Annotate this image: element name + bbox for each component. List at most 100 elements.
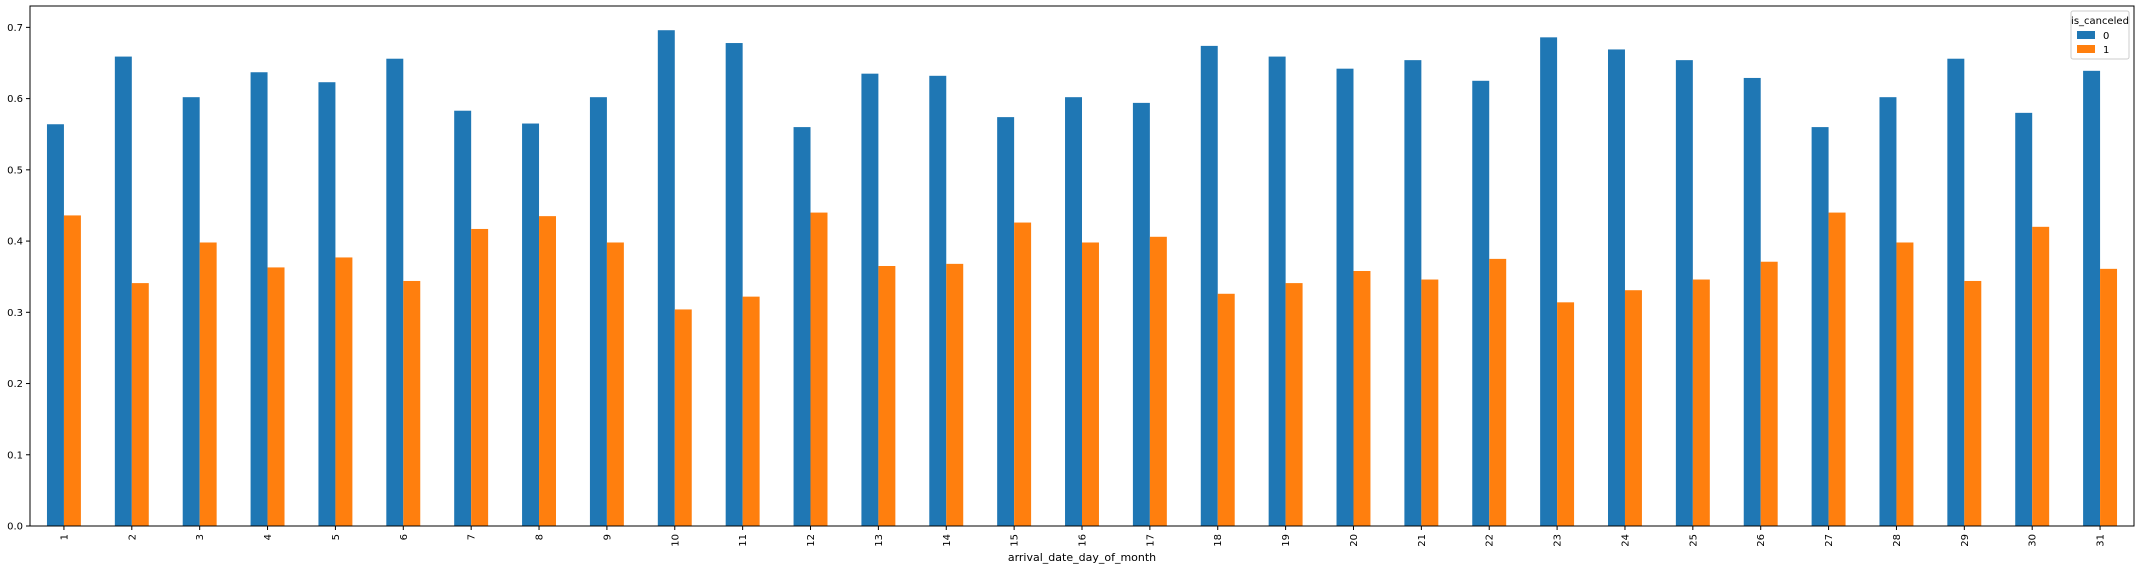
bar-day-20-canceled-1 bbox=[1353, 270, 1371, 526]
bar-day-30-canceled-0 bbox=[2015, 112, 2033, 526]
bar-day-2-canceled-1 bbox=[131, 283, 149, 526]
bar-day-27-canceled-0 bbox=[1811, 127, 1829, 526]
bar-day-6-canceled-1 bbox=[403, 280, 421, 526]
bar-day-1-canceled-1 bbox=[63, 215, 81, 527]
y-axis: 0.0 0.1 0.2 0.3 0.4 0.5 0.6 0.7 bbox=[7, 23, 30, 533]
bar-day-7-canceled-1 bbox=[471, 228, 489, 526]
x-tick-label: 4 bbox=[263, 534, 274, 540]
bar-day-4-canceled-1 bbox=[267, 267, 285, 526]
x-tick-label: 25 bbox=[1688, 534, 1699, 547]
bar-day-15-canceled-1 bbox=[1014, 222, 1032, 527]
bar-day-29-canceled-0 bbox=[1947, 58, 1965, 527]
bar-day-11-canceled-1 bbox=[742, 296, 760, 526]
bar-day-4-canceled-0 bbox=[250, 72, 268, 526]
bar-day-11-canceled-0 bbox=[725, 43, 743, 526]
bar-day-1-canceled-0 bbox=[46, 124, 64, 526]
x-tick-label: 15 bbox=[1010, 534, 1021, 547]
x-tick-label: 11 bbox=[738, 534, 749, 547]
bar-day-24-canceled-0 bbox=[1608, 49, 1625, 526]
x-tick-label: 7 bbox=[467, 534, 478, 540]
legend-title: is_canceled bbox=[2071, 16, 2129, 27]
x-tick-label: 1 bbox=[59, 534, 70, 540]
plot-frame bbox=[29, 5, 2135, 527]
bar-day-12-canceled-0 bbox=[793, 127, 811, 526]
bar-day-15-canceled-0 bbox=[997, 117, 1015, 527]
x-axis-label: arrival_date_day_of_month bbox=[1008, 551, 1156, 564]
bar-day-7-canceled-0 bbox=[454, 110, 472, 527]
bar-day-30-canceled-1 bbox=[2032, 226, 2050, 526]
x-tick-label: 13 bbox=[874, 534, 885, 547]
y-tick-label: 0.5 bbox=[7, 165, 23, 176]
legend-swatch-1 bbox=[2077, 45, 2095, 53]
bar-day-13-canceled-1 bbox=[878, 266, 896, 526]
bar-day-12-canceled-1 bbox=[810, 212, 828, 526]
bars-group bbox=[46, 30, 2118, 527]
bar-day-8-canceled-1 bbox=[539, 216, 556, 526]
bar-day-10-canceled-1 bbox=[674, 309, 692, 526]
bar-day-16-canceled-1 bbox=[1082, 242, 1099, 527]
x-tick-label: 27 bbox=[1824, 534, 1835, 547]
x-tick-label: 12 bbox=[806, 534, 817, 547]
y-tick-label: 0.3 bbox=[7, 308, 23, 319]
x-tick-label: 8 bbox=[535, 534, 546, 540]
bar-day-25-canceled-1 bbox=[1692, 279, 1710, 526]
x-tick-label: 19 bbox=[1281, 534, 1292, 547]
x-tick-label: 28 bbox=[1892, 534, 1903, 547]
x-tick-label: 22 bbox=[1485, 534, 1496, 547]
bar-day-29-canceled-1 bbox=[1964, 280, 1982, 526]
x-tick-label: 2 bbox=[127, 534, 138, 540]
bar-day-2-canceled-0 bbox=[114, 56, 132, 526]
y-tick-label: 0.4 bbox=[7, 237, 23, 248]
bar-day-23-canceled-1 bbox=[1557, 302, 1575, 526]
x-tick-label: 20 bbox=[1349, 534, 1360, 547]
y-tick-label: 0.1 bbox=[7, 450, 23, 461]
bar-day-21-canceled-0 bbox=[1404, 60, 1422, 526]
bar-day-14-canceled-0 bbox=[929, 75, 947, 526]
bar-day-16-canceled-0 bbox=[1065, 97, 1082, 527]
bar-day-19-canceled-0 bbox=[1268, 56, 1286, 526]
x-tick-label: 14 bbox=[942, 534, 953, 547]
x-tick-label: 23 bbox=[1553, 534, 1564, 547]
x-tick-label: 6 bbox=[399, 534, 410, 540]
bar-day-10-canceled-0 bbox=[657, 30, 675, 526]
bar-day-25-canceled-0 bbox=[1675, 60, 1693, 526]
bar-day-17-canceled-1 bbox=[1149, 236, 1167, 527]
bar-day-6-canceled-0 bbox=[386, 58, 404, 527]
bar-day-22-canceled-0 bbox=[1472, 80, 1490, 526]
y-tick-label: 0.0 bbox=[7, 522, 23, 533]
bar-day-22-canceled-1 bbox=[1489, 258, 1507, 526]
bar-day-5-canceled-0 bbox=[318, 82, 336, 526]
bar-day-26-canceled-0 bbox=[1743, 77, 1761, 526]
bar-day-19-canceled-1 bbox=[1285, 283, 1303, 526]
bar-day-27-canceled-1 bbox=[1828, 212, 1846, 526]
x-tick-label: 17 bbox=[1145, 534, 1156, 547]
bar-day-31-canceled-0 bbox=[2083, 70, 2101, 526]
bar-day-26-canceled-1 bbox=[1760, 261, 1778, 526]
bar-day-18-canceled-0 bbox=[1200, 45, 1218, 526]
legend: is_canceled 0 1 bbox=[2070, 10, 2130, 60]
bar-day-14-canceled-1 bbox=[946, 263, 964, 526]
bar-day-23-canceled-0 bbox=[1540, 37, 1558, 527]
bar-day-24-canceled-1 bbox=[1624, 290, 1642, 526]
bar-day-13-canceled-0 bbox=[861, 73, 879, 527]
bar-day-17-canceled-0 bbox=[1132, 102, 1150, 526]
bar-day-28-canceled-0 bbox=[1879, 97, 1897, 527]
legend-label-0: 0 bbox=[2103, 31, 2109, 42]
x-tick-label: 9 bbox=[602, 534, 613, 540]
x-tick-label: 18 bbox=[1213, 534, 1224, 547]
bar-day-3-canceled-0 bbox=[182, 97, 200, 527]
legend-label-1: 1 bbox=[2103, 45, 2109, 56]
bar-day-20-canceled-0 bbox=[1336, 68, 1354, 527]
x-tick-label: 10 bbox=[670, 534, 681, 547]
x-tick-label: 21 bbox=[1417, 534, 1428, 547]
y-tick-label: 0.6 bbox=[7, 94, 23, 105]
x-axis: 1 2 3 4 5 6 7 8 9 10 11 12 13 14 15 16 17 18 19 20 21 22 23 24 2… bbox=[59, 526, 2107, 547]
bar-day-8-canceled-0 bbox=[522, 123, 540, 526]
x-tick-label: 5 bbox=[331, 534, 342, 540]
bar-day-21-canceled-1 bbox=[1421, 279, 1439, 526]
bar-day-9-canceled-0 bbox=[589, 97, 607, 527]
x-tick-label: 3 bbox=[195, 534, 206, 540]
bar-day-5-canceled-1 bbox=[335, 257, 353, 526]
bar-day-31-canceled-1 bbox=[2100, 268, 2118, 526]
